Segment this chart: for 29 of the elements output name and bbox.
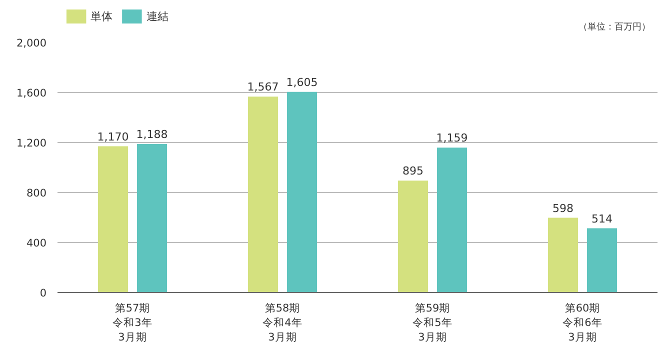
data-label: 1,188 xyxy=(136,128,168,141)
bar xyxy=(248,96,278,292)
legend-label: 連結 xyxy=(146,10,168,23)
y-tick-label: 400 xyxy=(26,238,47,250)
bar xyxy=(98,146,128,292)
bar xyxy=(587,228,617,292)
y-tick-label: 800 xyxy=(26,188,47,200)
x-tick-label: 第57期令和3年3月期 xyxy=(112,302,152,344)
bar xyxy=(548,218,578,292)
y-tick-label: 1,200 xyxy=(16,138,47,150)
legend-label: 単体 xyxy=(90,10,113,23)
y-tick-label: 1,600 xyxy=(16,88,47,100)
data-label: 514 xyxy=(592,212,612,226)
bar xyxy=(287,92,317,292)
x-tick-label: 第60期令和6年3月期 xyxy=(562,302,602,344)
data-label: 1,159 xyxy=(436,132,468,145)
data-label: 1,170 xyxy=(97,130,129,144)
text: （単位：百万円） xyxy=(578,22,650,32)
y-tick-label: 0 xyxy=(40,288,47,300)
bar xyxy=(137,144,167,292)
data-label: 895 xyxy=(402,164,424,178)
bar xyxy=(437,148,467,292)
data-label: 1,567 xyxy=(247,80,279,94)
data-label: 1,605 xyxy=(286,76,318,89)
bar xyxy=(398,180,428,292)
data-label: 598 xyxy=(552,202,574,215)
x-tick-label: 第58期令和4年3月期 xyxy=(262,302,302,344)
x-tick-label: 第59期令和5年3月期 xyxy=(412,302,452,344)
y-tick-label: 2,000 xyxy=(16,38,47,50)
